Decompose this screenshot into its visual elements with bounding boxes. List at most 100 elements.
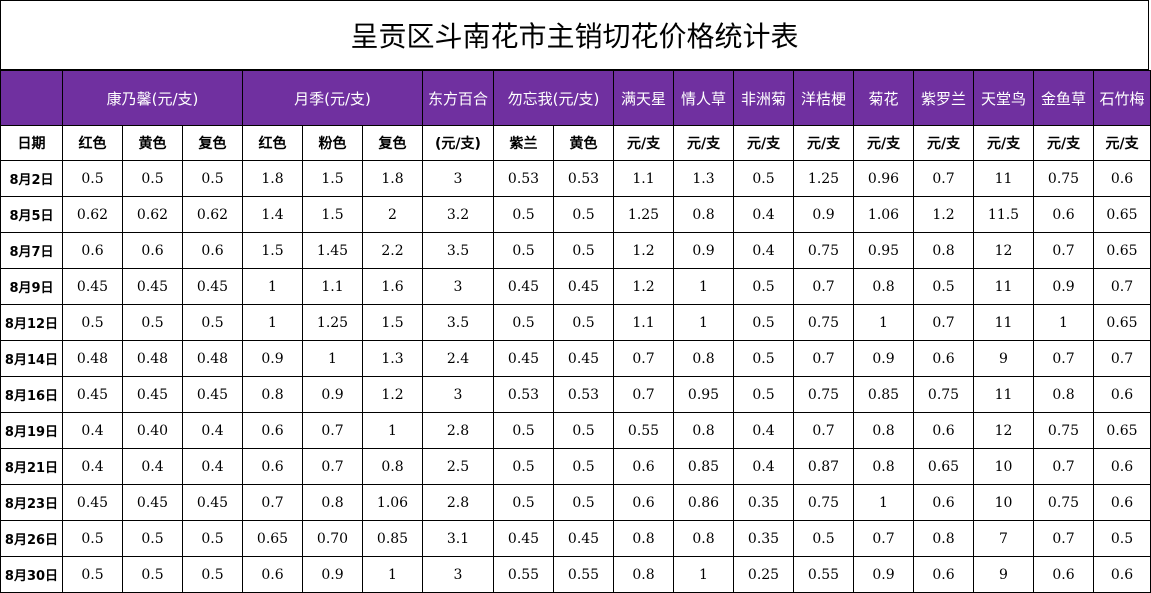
- date-cell: 8月21日: [0, 448, 63, 485]
- price-cell: 0.5: [733, 304, 795, 341]
- price-cell: 0.5: [122, 160, 183, 197]
- price-cell: 1.1: [613, 304, 675, 341]
- price-cell: 0.5: [733, 160, 795, 197]
- price-cell: 0.45: [182, 484, 243, 521]
- price-cell: 0.87: [793, 448, 855, 485]
- price-cell: 0.5: [493, 448, 554, 485]
- price-cell: 0.45: [493, 268, 554, 305]
- column-header: 元/支: [793, 125, 855, 161]
- price-cell: 7: [973, 520, 1035, 557]
- price-cell: 0.6: [182, 232, 243, 269]
- table-row: 8月30日 0.5 0.5 0.5 0.6 0.9 1 3 0.55 0.55 0.8 1 0.25 0.…: [0, 556, 1151, 593]
- price-cell: 0.25: [733, 556, 795, 593]
- group-header: 东方百合: [422, 70, 494, 126]
- price-cell: 0.6: [242, 448, 303, 485]
- price-cell: 0.8: [242, 376, 303, 413]
- column-header: 紫兰: [493, 125, 554, 161]
- price-cell: 2.2: [362, 232, 423, 269]
- price-cell: 0.8: [913, 520, 975, 557]
- price-cell: 0.9: [302, 556, 363, 593]
- group-header: 康乃馨(元/支): [62, 70, 243, 126]
- price-cell: 1.25: [613, 196, 675, 233]
- date-cell: 8月30日: [0, 556, 63, 593]
- price-cell: 0.48: [122, 340, 183, 377]
- price-cell: 1: [673, 268, 735, 305]
- price-cell: 2.8: [422, 484, 494, 521]
- column-header: 黄色: [552, 125, 615, 161]
- price-cell: 0.6: [913, 340, 975, 377]
- price-cell: 0.55: [793, 556, 855, 593]
- group-header: 紫罗兰: [913, 70, 975, 126]
- price-cell: 0.8: [673, 196, 735, 233]
- price-cell: 1.06: [853, 196, 915, 233]
- price-cell: 0.8: [613, 520, 675, 557]
- price-cell: 0.5: [122, 304, 183, 341]
- group-header: 非洲菊: [733, 70, 795, 126]
- price-cell: 0.9: [853, 340, 915, 377]
- price-cell: 0.9: [1033, 268, 1095, 305]
- price-cell: 3.2: [422, 196, 494, 233]
- price-cell: 1.8: [362, 160, 423, 197]
- price-cell: 0.5: [62, 304, 123, 341]
- price-cell: 0.4: [733, 412, 795, 449]
- price-cell: 0.7: [302, 448, 363, 485]
- price-cell: 0.5: [552, 196, 615, 233]
- price-cell: 0.5: [733, 376, 795, 413]
- price-cell: 0.45: [552, 268, 615, 305]
- price-cell: 1.2: [913, 196, 975, 233]
- price-cell: 1.6: [362, 268, 423, 305]
- price-cell: 0.75: [1033, 412, 1095, 449]
- price-cell: 0.4: [182, 448, 243, 485]
- price-cell: 1.45: [302, 232, 363, 269]
- price-cell: 0.9: [673, 232, 735, 269]
- price-cell: 10: [973, 484, 1035, 521]
- price-cell: 0.5: [552, 484, 615, 521]
- price-cell: 0.6: [242, 556, 303, 593]
- price-cell: 0.8: [853, 448, 915, 485]
- price-cell: 0.45: [182, 268, 243, 305]
- column-header: 元/支: [853, 125, 915, 161]
- price-cell: 1.25: [302, 304, 363, 341]
- price-cell: 0.45: [493, 340, 554, 377]
- price-cell: 11: [973, 268, 1035, 305]
- date-cell: 8月14日: [0, 340, 63, 377]
- price-cell: 1.1: [302, 268, 363, 305]
- price-cell: 0.7: [793, 268, 855, 305]
- column-header: 元/支: [973, 125, 1035, 161]
- price-cell: 0.85: [362, 520, 423, 557]
- price-cell: 10: [973, 448, 1035, 485]
- price-cell: 0.7: [913, 304, 975, 341]
- price-cell: 0.5: [182, 160, 243, 197]
- table-row: 8月16日 0.45 0.45 0.45 0.8 0.9 1.2 3 0.53 0.53 0.7 0.…: [0, 376, 1151, 413]
- price-cell: 0.5: [493, 304, 554, 341]
- price-cell: 0.5: [182, 304, 243, 341]
- price-cell: 1.4: [242, 196, 303, 233]
- date-cell: 8月23日: [0, 484, 63, 521]
- price-cell: 0.95: [853, 232, 915, 269]
- price-cell: 0.95: [673, 376, 735, 413]
- price-cell: 0.75: [793, 232, 855, 269]
- table-body: 8月2日 0.5 0.5 0.5 1.8 1.5 1.8 3 0.53 0.53 1.1 1.3 0.5…: [0, 160, 1151, 593]
- price-cell: 0.5: [493, 412, 554, 449]
- price-cell: 1.2: [613, 268, 675, 305]
- date-cell: 8月7日: [0, 232, 63, 269]
- price-cell: 0.86: [673, 484, 735, 521]
- price-cell: 0.7: [1033, 448, 1095, 485]
- price-cell: 0.8: [673, 520, 735, 557]
- price-cell: 0.45: [62, 376, 123, 413]
- price-cell: 0.75: [793, 304, 855, 341]
- price-cell: 0.45: [122, 268, 183, 305]
- table-title: 呈贡区斗南花市主销切花价格统计表: [0, 0, 1149, 70]
- price-cell: 0.70: [302, 520, 363, 557]
- price-cell: 1: [673, 304, 735, 341]
- price-cell: 0.65: [1093, 232, 1151, 269]
- price-cell: 0.7: [793, 340, 855, 377]
- price-cell: 0.75: [1033, 160, 1095, 197]
- price-cell: 1.2: [362, 376, 423, 413]
- price-cell: 0.40: [122, 412, 183, 449]
- column-header: 红色: [62, 125, 123, 161]
- date-cell: 8月19日: [0, 412, 63, 449]
- price-cell: 0.75: [1033, 484, 1095, 521]
- price-cell: 0.8: [362, 448, 423, 485]
- price-cell: 0.8: [1033, 376, 1095, 413]
